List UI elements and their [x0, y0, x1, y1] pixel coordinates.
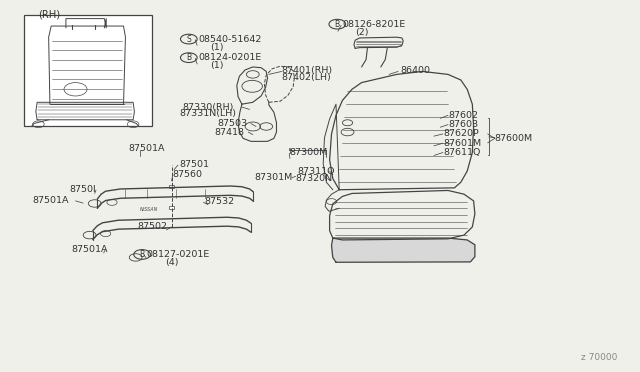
Text: B: B	[186, 53, 191, 62]
Text: 08124-0201E: 08124-0201E	[198, 53, 262, 62]
Text: 87620P: 87620P	[443, 129, 479, 138]
Text: (RH): (RH)	[38, 10, 61, 20]
Text: 87501A: 87501A	[32, 196, 68, 205]
Text: B: B	[140, 250, 145, 259]
Text: NISSAN: NISSAN	[140, 207, 158, 212]
Text: 87601M: 87601M	[443, 139, 481, 148]
Text: 87301M: 87301M	[255, 173, 293, 182]
Text: (4): (4)	[165, 258, 179, 267]
Text: 87501A: 87501A	[128, 144, 164, 153]
Text: 87418: 87418	[214, 128, 244, 137]
Text: 08127-0201E: 08127-0201E	[146, 250, 209, 259]
Text: 87320N: 87320N	[296, 174, 333, 183]
Polygon shape	[332, 238, 475, 262]
Text: B: B	[335, 20, 340, 29]
Text: 87502: 87502	[138, 222, 168, 231]
Text: 87300M: 87300M	[289, 148, 328, 157]
Text: 87501: 87501	[179, 160, 209, 169]
Text: 87602: 87602	[448, 111, 478, 120]
Text: 87611Q: 87611Q	[443, 148, 480, 157]
Text: 87532: 87532	[205, 197, 235, 206]
Text: z 70000: z 70000	[581, 353, 618, 362]
Text: 87401(RH): 87401(RH)	[282, 66, 333, 75]
Text: (1): (1)	[210, 61, 223, 70]
Text: 8750I: 8750I	[69, 185, 96, 194]
Text: 87603: 87603	[448, 120, 478, 129]
Text: 86400: 86400	[400, 66, 430, 75]
Text: 87503: 87503	[218, 119, 248, 128]
Text: 87402(LH): 87402(LH)	[282, 73, 332, 82]
Text: S: S	[186, 35, 191, 44]
Text: 87501A: 87501A	[72, 245, 108, 254]
Text: 08126-8201E: 08126-8201E	[342, 20, 406, 29]
Text: 87330(RH): 87330(RH)	[182, 103, 234, 112]
Text: 87600M: 87600M	[495, 134, 533, 143]
Bar	[24, 15, 152, 126]
Text: 87311Q: 87311Q	[298, 167, 335, 176]
Text: 08540-51642: 08540-51642	[198, 35, 262, 44]
Bar	[169, 206, 174, 209]
Text: 87331N(LH): 87331N(LH)	[179, 109, 236, 118]
Text: 87560: 87560	[173, 170, 203, 179]
Text: (2): (2)	[355, 28, 369, 37]
Text: (1): (1)	[210, 43, 223, 52]
Bar	[169, 185, 174, 188]
